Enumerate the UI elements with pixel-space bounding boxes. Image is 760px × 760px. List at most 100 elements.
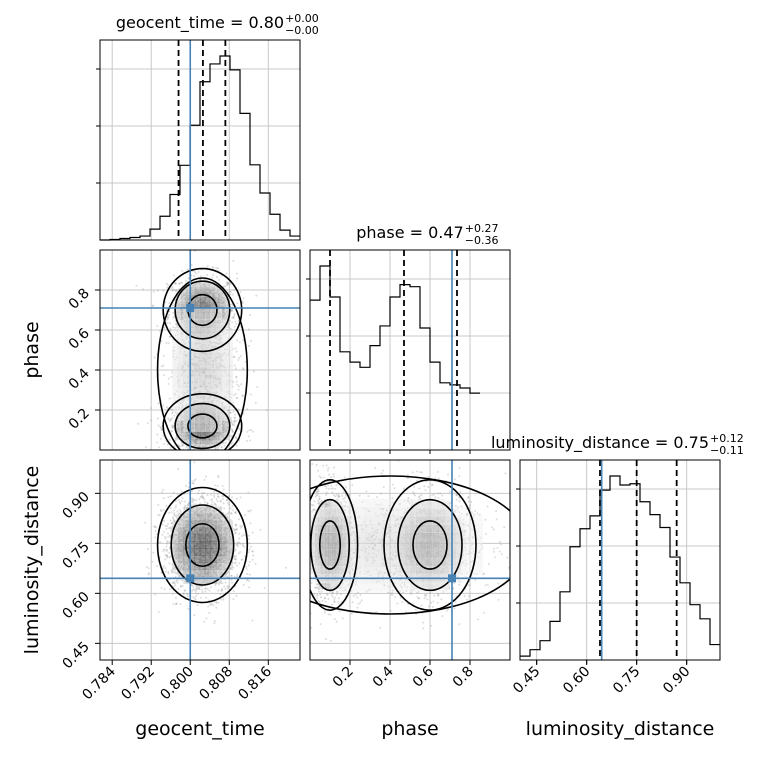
scatter-point <box>179 603 182 606</box>
scatter-point <box>173 582 176 585</box>
scatter-point <box>187 447 190 450</box>
scatter-point <box>205 475 208 478</box>
scatter-point <box>244 555 247 558</box>
scatter-point <box>162 509 165 512</box>
scatter-point <box>169 536 172 539</box>
scatter-point <box>246 430 249 433</box>
density-cell <box>200 443 206 449</box>
scatter-point <box>229 283 232 286</box>
scatter-point <box>166 542 169 545</box>
scatter-point <box>238 518 241 521</box>
density-cell <box>188 308 195 321</box>
scatter-point <box>235 523 238 526</box>
scatter-point <box>171 424 174 427</box>
scatter-point <box>164 558 167 561</box>
density-cell <box>177 562 184 570</box>
scatter-point <box>206 494 209 497</box>
scatter-point <box>245 568 248 571</box>
scatter-point <box>173 414 176 417</box>
density-cell <box>205 308 212 321</box>
density-cell <box>214 287 220 293</box>
scatter-point <box>240 558 243 561</box>
density-cell <box>194 506 201 514</box>
scatter-point <box>195 455 197 457</box>
scatter-point <box>323 597 326 600</box>
scatter-point <box>231 321 234 324</box>
scatter-point <box>213 502 216 505</box>
scatter-point <box>224 441 227 444</box>
scatter-point <box>175 289 178 292</box>
density-cell <box>185 287 191 293</box>
scatter-point <box>201 491 204 494</box>
scatter-point <box>169 447 172 450</box>
density-cell <box>210 364 217 377</box>
density-cell <box>209 297 215 303</box>
scatter-point <box>181 579 184 582</box>
scatter-point <box>230 512 233 515</box>
scatter-point <box>229 418 232 421</box>
density-cell <box>172 342 179 354</box>
scatter-point <box>344 493 347 496</box>
scatter-point <box>234 367 237 370</box>
scatter-point <box>222 502 225 505</box>
density-cell <box>210 308 217 321</box>
scatter-point <box>177 588 180 591</box>
scatter-point <box>231 509 234 512</box>
scatter-point <box>234 524 237 527</box>
scatter-point <box>245 565 248 568</box>
contour-level <box>170 504 235 586</box>
scatter-point <box>167 382 170 385</box>
scatter-point <box>217 474 220 477</box>
scatter-point <box>186 455 188 457</box>
panel-content <box>310 460 510 660</box>
scatter-point <box>206 501 209 504</box>
scatter-point <box>230 442 233 445</box>
density-cell <box>221 562 228 570</box>
scatter-point <box>197 586 200 589</box>
density-cell <box>210 513 217 521</box>
density-cell <box>172 398 179 410</box>
density-cell <box>188 562 195 570</box>
scatter-point <box>233 451 235 453</box>
scatter-point <box>175 515 178 518</box>
scatter-point <box>192 585 195 588</box>
density-cell <box>205 353 212 365</box>
density-cell <box>190 282 196 288</box>
scatter-point <box>175 282 178 285</box>
density-cell <box>188 409 195 421</box>
scatter-point <box>178 508 181 511</box>
scatter-point <box>231 581 234 584</box>
density-cell <box>194 319 201 332</box>
scatter-point <box>178 464 180 466</box>
scatter-point <box>177 468 180 471</box>
scatter-point <box>210 499 213 502</box>
scatter-point <box>144 521 147 524</box>
scatter-point <box>159 426 162 429</box>
density-cell <box>216 375 223 388</box>
scatter-point <box>216 267 219 270</box>
density-cell <box>210 506 217 514</box>
density-cell <box>199 576 206 584</box>
scatter-point <box>185 279 188 282</box>
scatter-point <box>322 464 325 467</box>
density-cell <box>227 562 233 570</box>
scatter-point <box>248 586 251 589</box>
scatter-point <box>229 518 232 521</box>
scatter-point <box>157 504 160 507</box>
density-cell <box>227 541 233 549</box>
scatter-point <box>231 308 234 311</box>
scatter-point <box>167 377 170 380</box>
scatter-point <box>165 406 168 409</box>
scatter-point <box>233 313 236 316</box>
density-cell <box>219 431 225 437</box>
scatter-point <box>154 593 157 596</box>
scatter-point <box>160 586 163 589</box>
scatter-point <box>204 500 207 503</box>
density-cell <box>185 435 191 441</box>
scatter-point <box>215 504 218 507</box>
scatter-point <box>168 335 171 338</box>
scatter-point <box>193 461 196 464</box>
scatter-point <box>234 531 237 534</box>
scatter-point <box>240 525 243 528</box>
panel-title: phase = 0.47 <box>356 223 463 242</box>
